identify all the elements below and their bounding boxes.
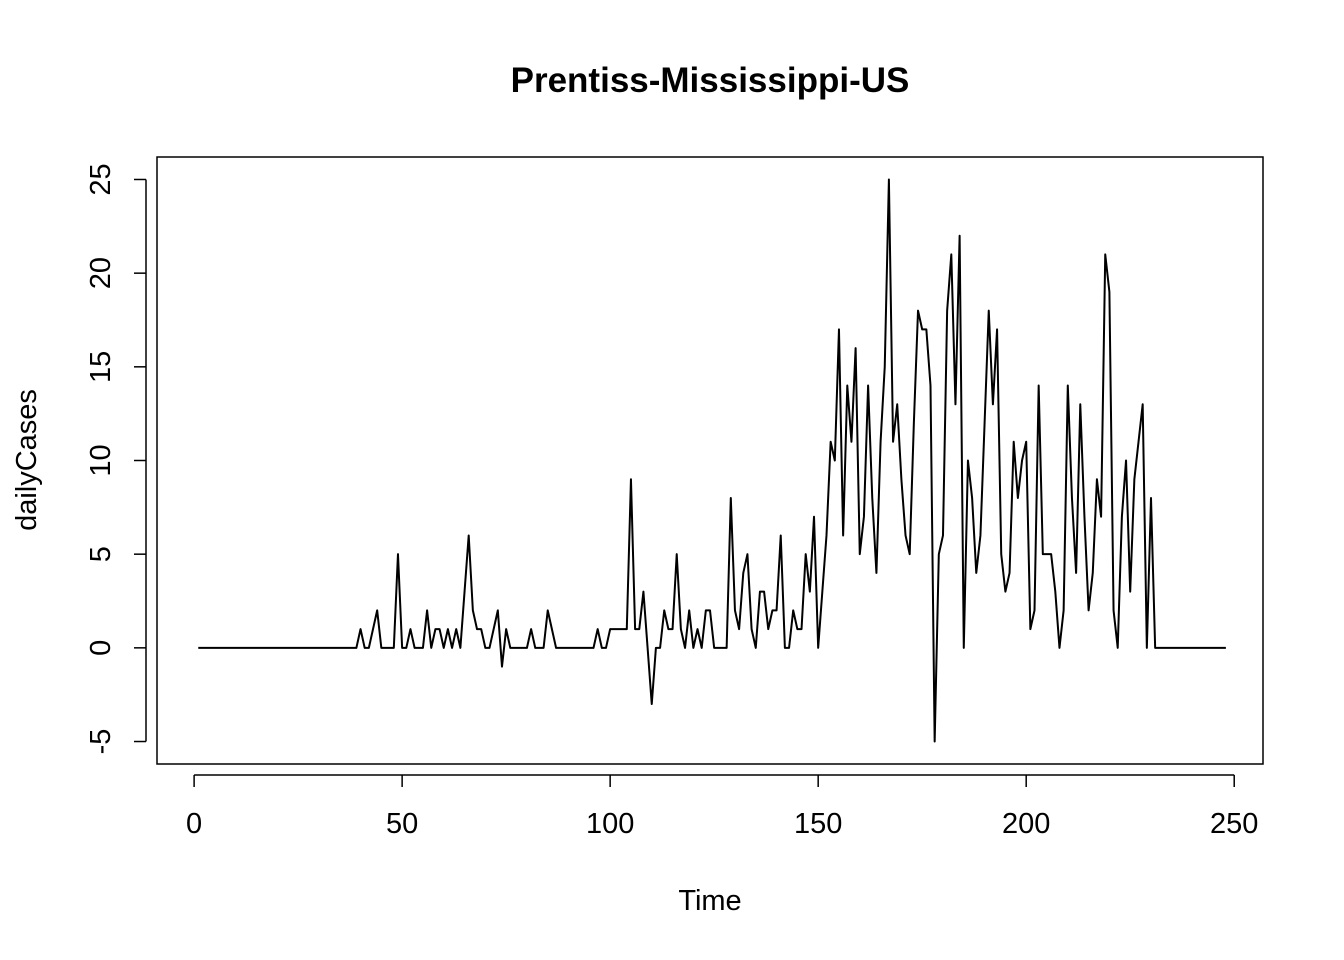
x-tick-label: 250 [1210, 808, 1258, 840]
x-tick-label: 50 [386, 808, 418, 840]
plot-frame [156, 156, 1264, 765]
x-tick-label: 200 [1002, 808, 1050, 840]
y-tick-label: -5 [85, 729, 117, 755]
y-tick-label: 25 [85, 163, 117, 195]
y-tick-label: 5 [85, 546, 117, 562]
y-tick-label: 0 [85, 640, 117, 656]
x-axis: 0 50 100 150 200 250 [186, 774, 1258, 840]
series-line-daily-cases [198, 178, 1226, 743]
x-tick-label: 0 [186, 808, 202, 840]
y-tick-label: 10 [85, 444, 117, 476]
x-tick-label: 150 [794, 808, 842, 840]
y-tick-label: 20 [85, 257, 117, 289]
y-tick-label: 15 [85, 351, 117, 383]
x-tick-label: 100 [586, 808, 634, 840]
y-axis-label: dailyCases [11, 389, 43, 531]
y-axis: -5 0 5 10 15 20 25 [85, 163, 147, 755]
chart-title: Prentiss-Mississippi-US [511, 61, 910, 100]
x-axis-label: Time [678, 885, 741, 917]
